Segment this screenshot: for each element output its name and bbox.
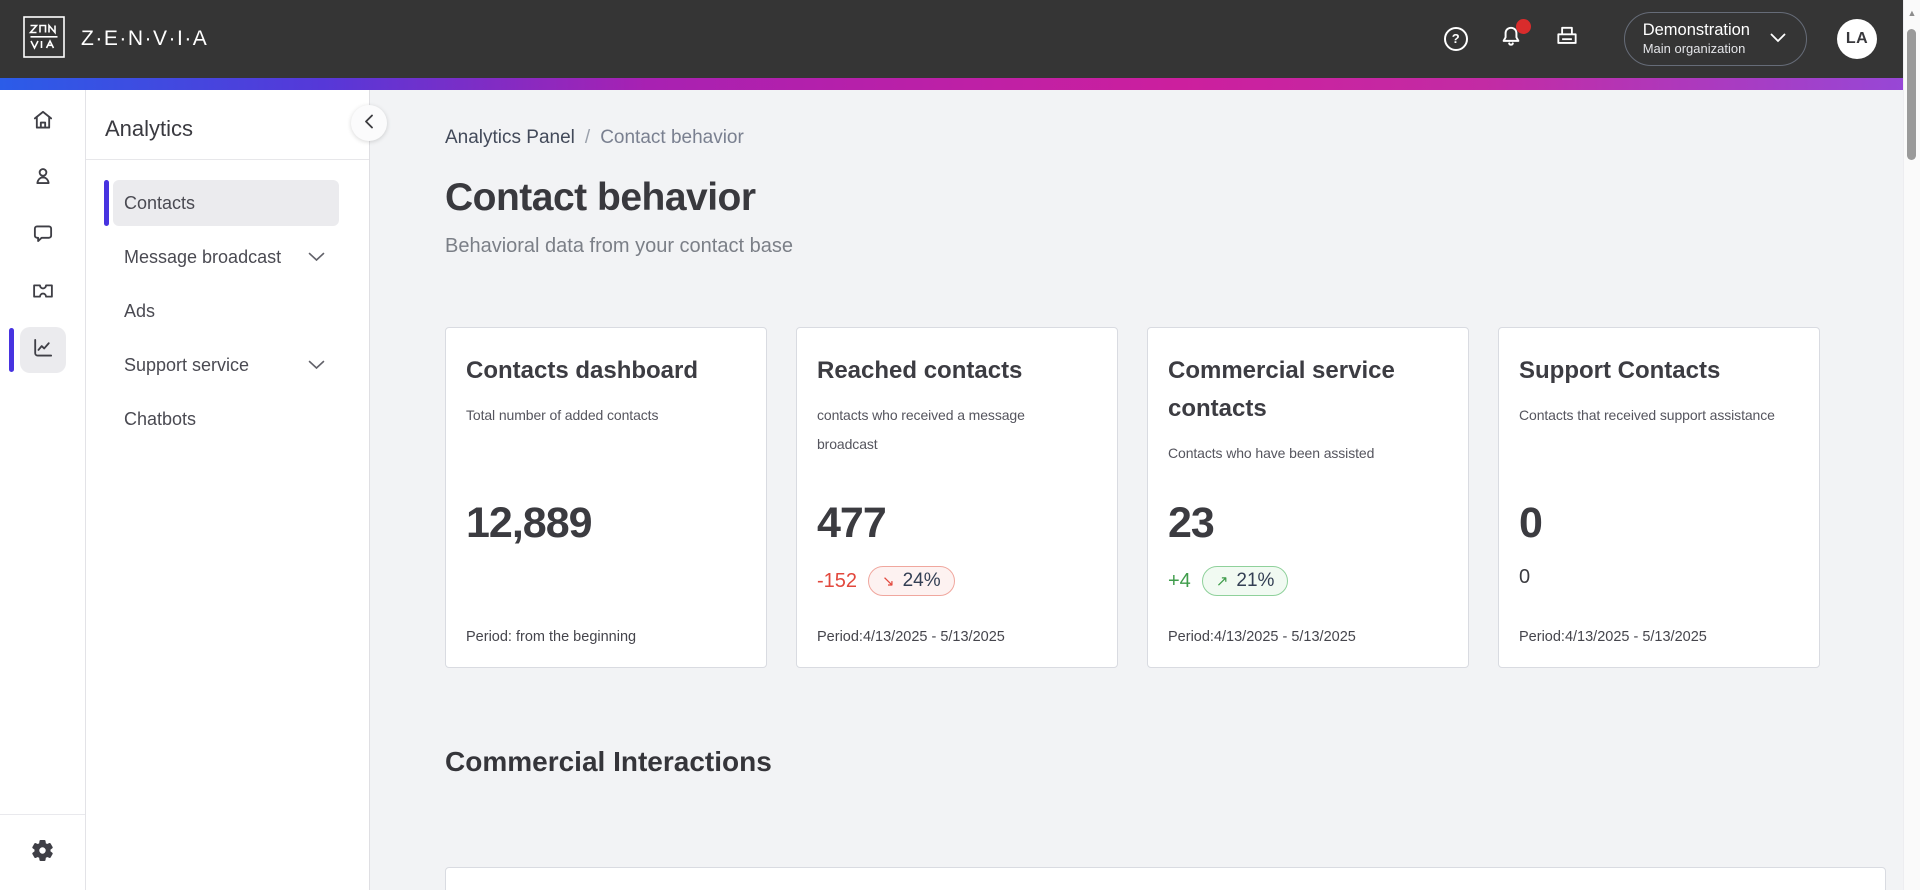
person-icon <box>30 164 56 195</box>
card-period: Period:4/13/2025 - 5/13/2025 <box>1168 629 1356 645</box>
card-value: 477 <box>817 499 887 547</box>
sidebar-item-label: Ads <box>124 300 156 321</box>
top-bar-actions: ? <box>1443 11 1877 67</box>
rail-item-analytics[interactable] <box>8 327 66 373</box>
card-period: Period:4/13/2025 - 5/13/2025 <box>1519 629 1707 645</box>
trend-down-icon: ↘ <box>882 572 895 590</box>
rail-bottom <box>0 814 85 890</box>
sidebar-menu: Contacts Message broadcast Ads Support s… <box>86 160 369 442</box>
chat-bubble-icon <box>30 221 56 252</box>
card-description: contacts who received a message broadcas… <box>817 407 1025 452</box>
help-icon: ? <box>1443 26 1468 51</box>
chevron-down-icon <box>308 360 325 370</box>
org-name: Demonstration <box>1642 20 1750 39</box>
notification-badge <box>1515 19 1531 35</box>
settings-gear-icon <box>30 838 55 868</box>
notifications-button[interactable] <box>1498 19 1531 53</box>
brand-gradient-bar <box>0 78 1903 90</box>
print-button[interactable] <box>1554 24 1580 53</box>
card-period: Period: from the beginning <box>466 629 637 645</box>
sidebar-divider <box>86 159 369 160</box>
sidebar-item-contacts[interactable]: Contacts <box>104 180 339 226</box>
card-value: 0 <box>1519 499 1543 547</box>
printer-icon <box>1554 24 1580 53</box>
breadcrumb-separator: / <box>584 127 591 148</box>
analytics-chart-icon <box>30 335 56 366</box>
help-button[interactable]: ? <box>1443 26 1468 51</box>
stat-card-contacts-dashboard: Contacts dashboard Total number of added… <box>445 327 767 668</box>
top-bar: Z·E·N·V·I·A ? <box>0 0 1903 78</box>
sidebar-item-support-service[interactable]: Support service <box>113 342 339 388</box>
ticket-icon <box>30 278 56 309</box>
sidebar-item-ads[interactable]: Ads <box>113 288 339 334</box>
brand-wordmark: Z·E·N·V·I·A <box>81 27 209 50</box>
card-description: Contacts that received support assistanc… <box>1519 407 1775 423</box>
trend-up-icon: ↗ <box>1215 572 1229 590</box>
sidebar-title: Analytics <box>105 116 194 141</box>
sidebar-item-label: Message broadcast <box>124 246 282 267</box>
chevron-down-icon <box>1770 31 1786 46</box>
stat-card-commercial-service-contacts: Commercial service contacts Contacts who… <box>1147 327 1469 668</box>
sidebar-item-message-broadcast[interactable]: Message broadcast <box>113 234 339 280</box>
icon-rail <box>0 90 86 890</box>
sidebar-item-label: Chatbots <box>124 408 197 429</box>
org-switcher[interactable]: Demonstration Main organization <box>1623 11 1807 67</box>
rail-item-conversations[interactable] <box>20 213 66 259</box>
page-subtitle: Behavioral data from your contact base <box>445 235 793 257</box>
trend-percent: 24% <box>902 570 941 591</box>
trend-badge: ↘ 24% <box>868 566 955 596</box>
sidebar-item-label: Contacts <box>124 192 196 213</box>
rail-item-tickets[interactable] <box>20 270 66 316</box>
stat-cards-row: Contacts dashboard Total number of added… <box>445 327 1903 668</box>
avatar[interactable]: LA <box>1837 18 1877 59</box>
rail-item-home[interactable] <box>20 99 66 145</box>
card-delta-row: 0 <box>1519 566 1530 589</box>
card-value: 12,889 <box>466 499 593 547</box>
scrollbar-up-arrow-icon[interactable]: ▲ <box>1907 8 1917 18</box>
card-period: Period:4/13/2025 - 5/13/2025 <box>817 629 1005 645</box>
sidebar: Analytics Contacts Message broadcast <box>86 90 387 890</box>
page-scrollbar[interactable]: ▲ <box>1903 0 1920 890</box>
card-description: Total number of added contacts <box>466 407 659 423</box>
page-title: Contact behavior <box>445 176 756 219</box>
zenvia-logo-icon <box>22 15 66 64</box>
main-content: Analytics Panel / Contact behavior Conta… <box>370 90 1903 890</box>
card-title: Reached contacts <box>817 357 1023 384</box>
org-subtitle: Main organization <box>1642 41 1746 57</box>
bell-icon <box>1498 24 1524 53</box>
card-description: Contacts who have been assisted <box>1168 445 1375 461</box>
scrollbar-thumb[interactable] <box>1907 29 1916 160</box>
sidebar-collapse-button[interactable] <box>351 105 387 141</box>
breadcrumb: Analytics Panel / Contact behavior <box>445 127 1903 149</box>
delta-value: -152 <box>817 569 858 592</box>
trend-badge: ↗ 21% <box>1201 566 1289 596</box>
home-icon <box>30 107 56 138</box>
shell: Analytics Contacts Message broadcast <box>0 90 1903 890</box>
card-delta-row: -152 ↘ 24% <box>817 566 955 596</box>
org-switcher-labels: Demonstration Main organization <box>1643 20 1750 58</box>
chevron-left-icon <box>364 114 374 132</box>
rail-item-settings[interactable] <box>20 830 66 876</box>
card-value: 23 <box>1168 499 1215 547</box>
card-title: Support Contacts <box>1519 357 1721 384</box>
card-delta-row: +4 ↗ 21% <box>1168 566 1289 596</box>
card-title: Commercial service contacts <box>1168 357 1395 422</box>
sidebar-item-label: Support service <box>124 354 250 375</box>
card-title: Contacts dashboard <box>466 357 699 384</box>
sidebar-item-chatbots[interactable]: Chatbots <box>113 396 339 442</box>
breadcrumb-parent-link[interactable]: Analytics Panel <box>445 127 575 148</box>
delta-value: +4 <box>1168 569 1191 592</box>
breadcrumb-current: Contact behavior <box>600 127 744 148</box>
rail-item-contacts[interactable] <box>20 156 66 202</box>
chevron-down-icon <box>308 252 325 262</box>
delta-value: 0 <box>1519 566 1531 588</box>
stat-card-support-contacts: Support Contacts Contacts that received … <box>1498 327 1820 668</box>
section-title-commercial-interactions: Commercial Interactions <box>445 746 772 777</box>
next-section-card-partial <box>445 867 1886 890</box>
brand: Z·E·N·V·I·A <box>22 15 208 64</box>
trend-percent: 21% <box>1236 570 1275 591</box>
stat-card-reached-contacts: Reached contacts contacts who received a… <box>796 327 1118 668</box>
